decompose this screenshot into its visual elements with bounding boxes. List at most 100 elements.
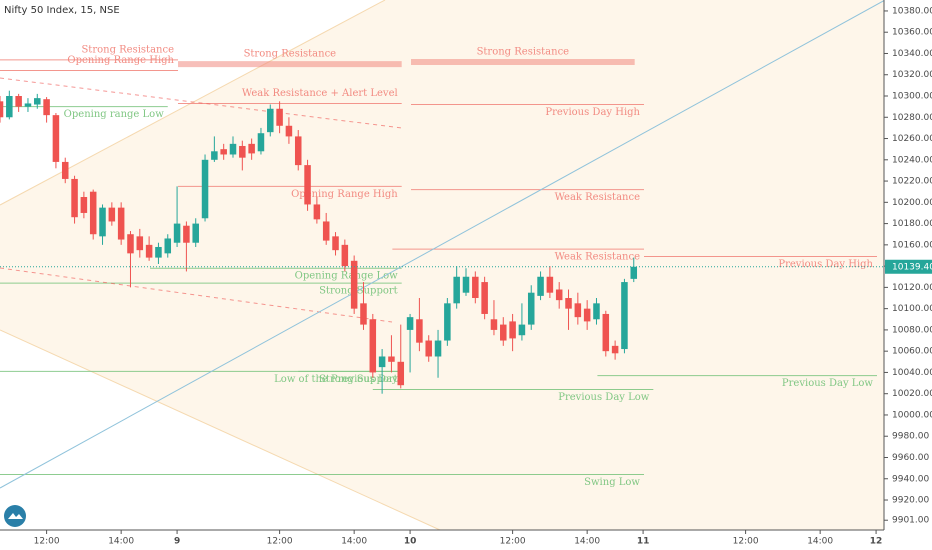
y-tick-label: 10080.00	[892, 325, 932, 335]
candle-body	[397, 361, 405, 386]
y-tick-label: 10160.00	[892, 240, 932, 250]
candle-body	[481, 282, 488, 314]
level-label: Weak Resistance + Alert Level	[242, 88, 398, 99]
candle-body	[537, 276, 544, 296]
candle-body	[34, 98, 41, 105]
y-tick-label: 10200.00	[892, 198, 932, 208]
y-tick-label: 10340.00	[892, 49, 932, 59]
x-tick-label: 11	[637, 537, 650, 547]
y-tick-label: 10100.00	[892, 304, 932, 314]
candle-body	[462, 276, 470, 293]
candle-body	[201, 159, 209, 219]
candle-body	[294, 136, 302, 166]
candle-body	[406, 317, 414, 330]
x-tick-label: 12	[870, 537, 883, 547]
level-label: Previous Day Low	[782, 378, 874, 389]
y-tick-label: 9901.00	[892, 516, 929, 526]
candle-body	[453, 276, 460, 304]
y-tick-label: 10320.00	[892, 70, 932, 80]
candle-body	[378, 356, 386, 368]
candle-body	[565, 298, 572, 309]
level-label: Swing Low	[584, 477, 640, 488]
candle-body	[15, 96, 22, 107]
x-tick-label: 12:00	[500, 537, 526, 547]
x-tick-label: 10	[404, 537, 417, 547]
candle-body	[313, 204, 321, 220]
level-label: Weak Resistance	[555, 252, 641, 263]
candle-body	[360, 303, 367, 325]
candle-body	[276, 108, 283, 126]
candle-body	[117, 207, 125, 240]
candle-body	[527, 292, 535, 325]
time-axis	[0, 530, 884, 550]
candle-body	[0, 101, 4, 118]
level-label: Strong Resistance	[477, 46, 570, 57]
candle-body	[388, 356, 395, 362]
price-axis	[884, 0, 932, 550]
candle-body	[99, 207, 106, 237]
trend-line	[0, 77, 403, 129]
y-tick-label: 10120.00	[892, 283, 932, 293]
candle-body	[472, 276, 479, 299]
y-tick-label: 9980.00	[892, 432, 929, 442]
last-price-label: 10139.40	[892, 262, 932, 272]
candle-body	[248, 143, 255, 154]
level-label: Opening range Low	[64, 109, 165, 120]
candle-body	[229, 143, 237, 155]
candle-body	[192, 223, 199, 243]
candle-body	[89, 191, 97, 235]
candle-body	[350, 260, 358, 309]
y-tick-label: 9960.00	[892, 453, 929, 463]
level-label: Strong Support	[319, 374, 398, 385]
candle-body	[239, 145, 246, 158]
candle-body	[145, 244, 153, 258]
y-tick-label: 10220.00	[892, 177, 932, 187]
candle-body	[267, 108, 274, 133]
candle-body	[164, 238, 172, 254]
y-tick-label: 10020.00	[892, 389, 932, 399]
candle-body	[630, 266, 638, 279]
candle-body	[583, 308, 591, 322]
candle-body	[24, 103, 32, 107]
y-tick-label: 10300.00	[892, 92, 932, 102]
candle-body	[220, 149, 227, 155]
x-tick-label: 14:00	[574, 537, 600, 547]
x-tick-label: 14:00	[341, 537, 367, 547]
candle-body	[71, 178, 78, 218]
candle-body	[593, 303, 600, 320]
x-tick-label: 14:00	[807, 537, 833, 547]
candle-body	[500, 324, 507, 341]
candle-body	[155, 246, 162, 258]
candle-body	[444, 303, 451, 341]
candle-body	[6, 96, 13, 118]
x-tick-label: 12:00	[267, 537, 293, 547]
level-label: Weak Resistance	[555, 192, 641, 203]
candle-body	[546, 276, 554, 293]
x-tick-label: 14:00	[108, 537, 134, 547]
level-label: Previous Day High	[778, 259, 873, 270]
level-label: Opening Range Low	[295, 271, 398, 282]
candle-body	[555, 289, 563, 301]
candle-body	[341, 244, 349, 267]
y-tick-label: 10380.00	[892, 6, 932, 16]
level-label: Previous Day Low	[558, 392, 650, 403]
candle-body	[425, 340, 432, 357]
level-label: Low of the Previous Day	[274, 374, 398, 385]
candle-body	[490, 319, 498, 330]
level-label: Opening Range High	[291, 189, 398, 200]
candle-body	[136, 236, 144, 251]
candle-body	[108, 207, 116, 222]
candle-body	[509, 321, 516, 339]
y-tick-label: 9920.00	[892, 496, 929, 506]
candle-body	[518, 324, 526, 336]
candle-body	[434, 340, 442, 357]
axes: 10380.00 10360.00 10340.00 10320.00 10300.00…	[34, 6, 932, 547]
level-label: Strong Resistance	[81, 44, 174, 55]
channel-edge	[0, 329, 441, 531]
candle-body	[127, 234, 134, 254]
y-tick-label: 10040.00	[892, 368, 932, 378]
candle-body	[611, 345, 619, 354]
candle-body	[61, 161, 69, 179]
y-tick-label: 10180.00	[892, 219, 932, 229]
